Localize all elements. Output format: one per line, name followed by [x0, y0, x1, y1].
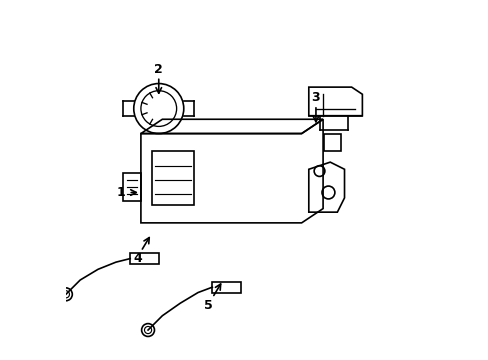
Text: 5: 5 — [204, 298, 213, 311]
Text: 1: 1 — [117, 186, 125, 199]
Text: 4: 4 — [133, 252, 142, 265]
Text: 3: 3 — [311, 91, 320, 104]
Text: 2: 2 — [154, 63, 163, 76]
